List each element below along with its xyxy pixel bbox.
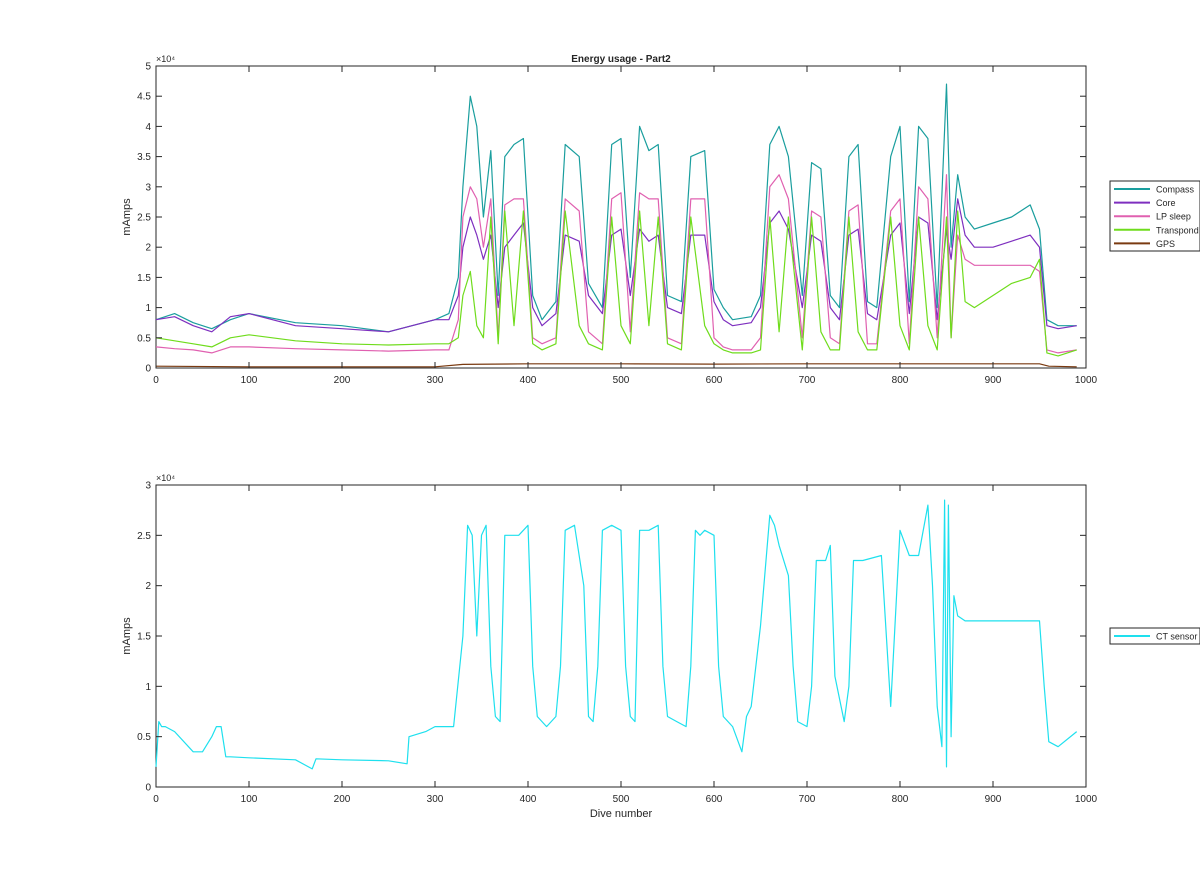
series-line-compass — [155, 83, 1077, 333]
y-tick-label: 2.5 — [137, 213, 151, 224]
chart-title: Energy usage - Part2 — [571, 54, 671, 65]
x-tick-label: 600 — [706, 794, 723, 805]
x-tick-label: 800 — [892, 375, 909, 386]
y-tick-label: 0 — [145, 783, 151, 794]
y-exponent-label: ×10⁴ — [156, 54, 175, 64]
x-tick-label: 1000 — [1075, 375, 1098, 386]
series-layer — [155, 499, 1078, 770]
x-tick-label: 200 — [334, 794, 351, 805]
legend: CT sensor — [1109, 627, 1200, 645]
y-tick-label: 0 — [145, 364, 151, 375]
legend-label: CT sensor — [1156, 632, 1197, 642]
y-axis-label: mAmps — [121, 198, 133, 236]
legend-label: LP sleep — [1156, 212, 1191, 222]
ct-sensor-chart: 0 100 200 300 400 500 600 700 800 900 1000 0 0.5 1 1.5… — [121, 473, 1200, 820]
x-tick-label: 600 — [706, 375, 723, 386]
series-line-core — [155, 198, 1077, 333]
legend-box — [1109, 627, 1200, 645]
plot-area — [155, 65, 1087, 369]
y-tick-label: 1.5 — [137, 632, 151, 643]
y-tick-label: 3.5 — [137, 152, 151, 163]
x-tick-label: 0 — [153, 794, 159, 805]
tick-layer: 0 100 200 300 400 500 600 700 800 900 1000 0 0.5 1 1.5… — [137, 62, 1097, 387]
x-tick-label: 900 — [985, 794, 1002, 805]
y-tick-label: 4 — [145, 122, 151, 133]
y-tick-label: 3 — [145, 182, 151, 193]
y-tick-label: 0.5 — [137, 732, 151, 743]
y-axis-label: mAmps — [121, 617, 133, 655]
y-tick-label: 3 — [145, 481, 151, 492]
x-tick-label: 400 — [520, 794, 537, 805]
x-tick-label: 0 — [153, 375, 159, 386]
series-line-lp-sleep — [155, 174, 1077, 354]
x-tick-label: 400 — [520, 375, 537, 386]
y-exponent-label: ×10⁴ — [156, 473, 175, 483]
x-tick-label: 500 — [613, 375, 630, 386]
energy-usage-chart: 0 100 200 300 400 500 600 700 800 900 1000 0 0.5 1 1.5… — [121, 54, 1200, 386]
legend: Compass Core LP sleep Transpond GPS — [1109, 180, 1200, 252]
legend-label: GPS — [1156, 239, 1175, 249]
y-tick-label: 2 — [145, 243, 151, 254]
y-tick-label: 2 — [145, 581, 151, 592]
y-tick-label: 5 — [145, 62, 151, 73]
x-axis-label: Dive number — [590, 808, 653, 820]
legend-label: Compass — [1156, 185, 1195, 195]
y-tick-label: 4.5 — [137, 92, 151, 103]
x-tick-label: 1000 — [1075, 794, 1098, 805]
series-line-ct-sensor — [155, 499, 1078, 770]
legend-label: Transpond — [1156, 225, 1199, 235]
y-tick-label: 1 — [145, 682, 151, 693]
y-tick-label: 2.5 — [137, 531, 151, 542]
y-tick-label: 0.5 — [137, 333, 151, 344]
tick-layer: 0 100 200 300 400 500 600 700 800 900 1000 0 0.5 1 1.5… — [137, 481, 1097, 806]
series-line-transpond — [155, 210, 1077, 357]
x-tick-label: 100 — [241, 375, 258, 386]
y-tick-label: 1.5 — [137, 273, 151, 284]
x-tick-label: 500 — [613, 794, 630, 805]
legend-label: Core — [1156, 198, 1176, 208]
x-tick-label: 300 — [427, 794, 444, 805]
x-tick-label: 100 — [241, 794, 258, 805]
x-tick-label: 200 — [334, 375, 351, 386]
x-tick-label: 700 — [799, 794, 816, 805]
x-tick-label: 700 — [799, 375, 816, 386]
x-tick-label: 800 — [892, 794, 909, 805]
x-tick-label: 300 — [427, 375, 444, 386]
y-tick-label: 1 — [145, 303, 151, 314]
x-tick-label: 900 — [985, 375, 1002, 386]
